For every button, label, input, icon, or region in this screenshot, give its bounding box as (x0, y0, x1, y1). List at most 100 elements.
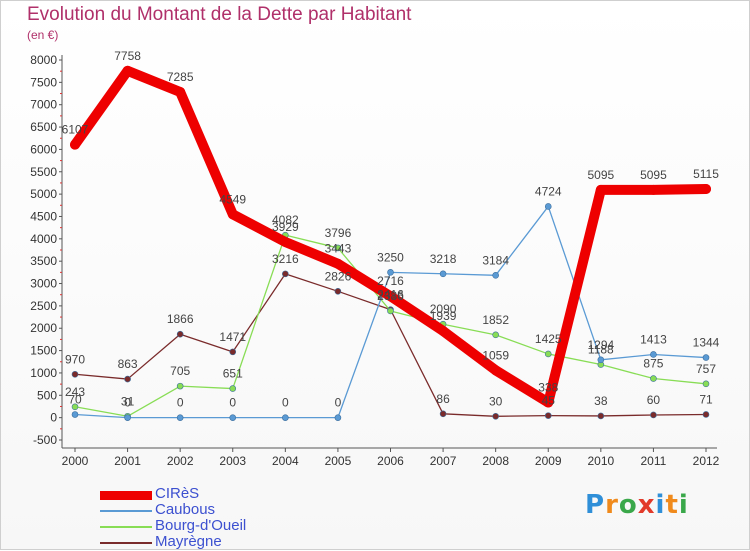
data-label: 1939 (430, 309, 457, 323)
data-point (492, 413, 499, 420)
y-tick-label: 1000 (30, 366, 57, 380)
data-point (71, 370, 79, 378)
data-point (71, 411, 79, 418)
data-point (490, 365, 501, 376)
data-point (650, 375, 657, 382)
data-label: 7285 (167, 70, 194, 84)
x-tick-label: 2003 (219, 454, 246, 468)
series-group (70, 65, 711, 421)
data-point (229, 385, 237, 392)
data-point (124, 375, 131, 383)
data-label: 863 (118, 357, 138, 371)
data-point (438, 325, 449, 336)
data-label: 3218 (430, 252, 457, 266)
legend-swatch (100, 526, 152, 528)
y-tick-label: 0 (50, 411, 57, 425)
axes: -500050010001500200025003000350040004500… (30, 53, 719, 468)
data-label: 2826 (325, 269, 352, 283)
data-point (544, 203, 552, 210)
data-label: 0 (335, 396, 342, 410)
data-point (648, 184, 659, 195)
legend-swatch (100, 542, 152, 544)
proxiti-logo: Proxiti (585, 490, 689, 520)
data-label: 0 (124, 396, 131, 410)
x-tick-label: 2012 (693, 454, 720, 468)
data-label: 757 (696, 362, 716, 376)
data-label: 3216 (272, 252, 299, 266)
data-label: 1471 (219, 330, 246, 344)
y-tick-label: 4500 (30, 209, 57, 223)
data-label: 1188 (588, 343, 614, 357)
data-point (702, 380, 710, 388)
data-point (124, 414, 131, 421)
data-label: 5095 (587, 168, 614, 182)
data-point (544, 412, 552, 419)
y-tick-label: 2000 (30, 321, 57, 335)
data-label: 60 (647, 393, 661, 407)
data-point (176, 414, 184, 421)
y-tick-label: -500 (33, 433, 57, 447)
data-label: 2416 (377, 288, 404, 302)
data-label: 45 (542, 394, 556, 408)
data-label: 70 (68, 393, 82, 407)
y-tick-label: 500 (37, 388, 57, 402)
chart-unit: (en €) (27, 28, 59, 42)
data-point (334, 288, 342, 295)
legend-label: CIRèS (155, 485, 200, 502)
data-label: 0 (229, 396, 236, 410)
y-tick-label: 3000 (30, 277, 57, 291)
y-tick-label: 6000 (30, 142, 57, 156)
y-tick-label: 5000 (30, 187, 57, 201)
data-label: 970 (65, 352, 85, 366)
x-tick-label: 2006 (377, 454, 404, 468)
data-label: 705 (170, 364, 190, 378)
data-label: 1059 (482, 348, 509, 362)
logo-letter: i (655, 490, 666, 520)
data-point (702, 411, 710, 418)
data-label: 3929 (272, 220, 299, 234)
data-label: 86 (436, 392, 450, 406)
data-label: 38 (594, 394, 608, 408)
data-label: 4549 (219, 192, 246, 206)
data-point (282, 270, 289, 278)
data-point (332, 258, 343, 269)
data-label: 0 (177, 396, 184, 410)
x-tick-label: 2011 (641, 454, 667, 468)
logo-letter: t (665, 490, 679, 520)
y-tick-label: 7000 (30, 98, 57, 112)
x-tick-label: 2002 (167, 454, 194, 468)
legend-label: Bourg-d'Oueil (155, 517, 247, 534)
data-label: 30 (489, 394, 503, 408)
data-label: 3443 (325, 242, 352, 256)
data-point (229, 414, 237, 421)
data-point (597, 412, 605, 420)
data-point (595, 184, 606, 195)
legend-swatch (100, 510, 152, 512)
data-label: 3184 (482, 253, 509, 267)
data-point (70, 139, 80, 150)
x-tick-label: 2009 (535, 454, 562, 468)
data-point (544, 350, 552, 358)
data-point (439, 270, 447, 278)
data-point (334, 244, 342, 252)
y-tick-label: 8000 (30, 53, 57, 67)
y-tick-label: 3500 (30, 254, 57, 268)
data-point (650, 351, 657, 358)
data-label: 71 (699, 392, 713, 406)
data-label: 4082 (272, 213, 299, 227)
y-tick-label: 7500 (30, 75, 57, 89)
data-label: 338 (538, 381, 558, 395)
y-tick-label: 6500 (30, 120, 57, 134)
y-tick-label: 4000 (30, 232, 57, 246)
x-tick-label: 2004 (272, 454, 299, 468)
data-point (597, 356, 605, 364)
data-point (334, 414, 342, 421)
data-point (280, 236, 291, 247)
data-label: 3250 (377, 250, 404, 264)
data-point (122, 65, 133, 76)
data-point (282, 414, 289, 421)
data-label: 2386 (377, 289, 404, 303)
data-point (543, 397, 554, 408)
